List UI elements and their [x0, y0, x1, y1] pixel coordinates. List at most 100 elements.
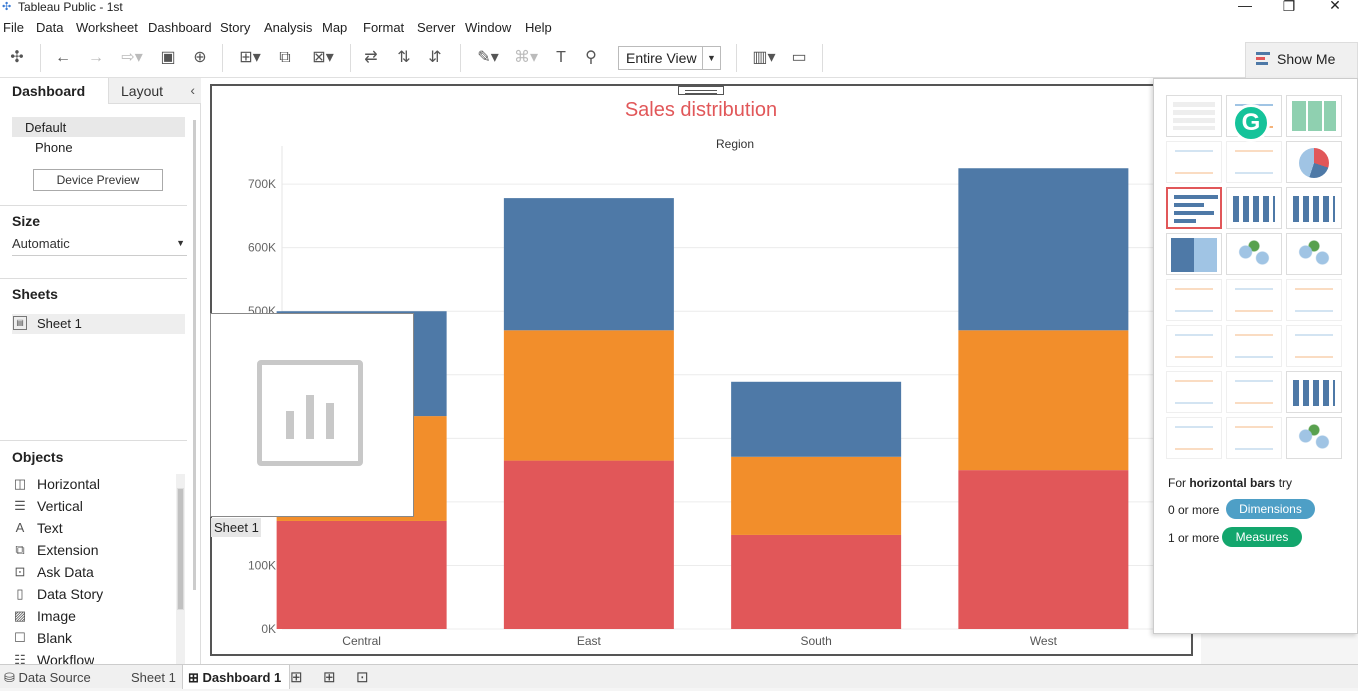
- tab-layout[interactable]: Layout: [108, 78, 201, 104]
- redo-icon[interactable]: →: [88, 49, 104, 66]
- menu-server[interactable]: Server: [417, 20, 456, 35]
- menu-story[interactable]: Story: [220, 20, 251, 35]
- menu-map[interactable]: Map: [322, 20, 348, 35]
- new-story-icon[interactable]: ⊡: [356, 669, 369, 686]
- bullet-graph-icon[interactable]: [1226, 417, 1282, 459]
- window-title: Tableau Public - 1st: [18, 0, 123, 14]
- object-text[interactable]: A Text: [12, 520, 63, 536]
- duplicate-icon[interactable]: ⧉: [279, 49, 291, 66]
- swap-icon[interactable]: ⇄: [364, 49, 378, 66]
- grammarly-icon[interactable]: G: [1232, 104, 1270, 142]
- highlight-table-icon[interactable]: [1286, 95, 1342, 137]
- new-worksheet-icon[interactable]: ⊞▾: [239, 49, 261, 66]
- side-by-side-circles-icon[interactable]: [1286, 233, 1342, 275]
- close-icon[interactable]: ✕: [1329, 0, 1341, 13]
- device-phone[interactable]: Phone: [35, 140, 73, 155]
- text-table-icon[interactable]: [1166, 95, 1222, 137]
- group-icon[interactable]: ⌘▾: [513, 49, 539, 66]
- menu-format[interactable]: Format: [363, 20, 405, 35]
- menu-help[interactable]: Help: [525, 20, 552, 35]
- bar-chart-icon: [257, 360, 363, 466]
- bar-segment: [731, 381, 902, 457]
- objects-title: Objects: [12, 449, 64, 465]
- box-whisker-icon[interactable]: [1286, 371, 1342, 413]
- sheet-label: Sheet 1: [211, 518, 261, 537]
- histogram-icon[interactable]: [1226, 371, 1282, 413]
- new-dashboard-icon[interactable]: ⊞: [323, 669, 336, 686]
- ask-data-icon: ⊡: [14, 564, 26, 579]
- menu-file[interactable]: File: [3, 20, 24, 35]
- treemap-icon[interactable]: [1166, 233, 1222, 275]
- labels-icon[interactable]: T: [556, 49, 566, 66]
- menu-analysis[interactable]: Analysis: [264, 20, 313, 35]
- presentation-icon[interactable]: ▭: [791, 49, 807, 66]
- tableau-icon[interactable]: ✣: [10, 49, 24, 66]
- symbol-map-icon[interactable]: [1166, 141, 1222, 183]
- object-vertical[interactable]: ☰ Vertical: [12, 498, 83, 514]
- objects-scrollbar[interactable]: [176, 474, 185, 664]
- undo-icon[interactable]: ←: [55, 49, 71, 66]
- object-label: Horizontal: [37, 476, 101, 492]
- device-default[interactable]: Default: [12, 117, 185, 137]
- object-data-story[interactable]: ▯ Data Story: [12, 586, 103, 602]
- chevron-down-icon[interactable]: ▼: [702, 47, 720, 69]
- horizontal-bars-icon[interactable]: [1166, 187, 1222, 229]
- device-preview-button[interactable]: Device Preview: [33, 169, 163, 191]
- sort-ascending-icon[interactable]: ⇅: [397, 49, 411, 66]
- pane-divider[interactable]: [193, 120, 196, 590]
- continuous-lines-icon[interactable]: [1166, 279, 1222, 321]
- show-cards-icon[interactable]: ▥▾: [752, 49, 776, 66]
- packed-bubbles-icon[interactable]: [1286, 417, 1342, 459]
- new-datasource-icon[interactable]: ⊕: [193, 49, 207, 66]
- minimize-icon[interactable]: —: [1238, 0, 1252, 13]
- sort-descending-icon[interactable]: ⇵: [428, 49, 442, 66]
- clear-sheet-icon[interactable]: ⊠▾: [312, 49, 334, 66]
- scrollbar-thumb[interactable]: [177, 488, 184, 610]
- sheet-tab[interactable]: Sheet 1: [131, 670, 176, 685]
- highlight-icon[interactable]: ✎▾: [477, 49, 499, 66]
- side-by-side-bars-icon[interactable]: [1286, 187, 1342, 229]
- area-continuous-icon[interactable]: [1166, 325, 1222, 367]
- object-horizontal[interactable]: ◫ Horizontal: [12, 476, 100, 492]
- gantt-icon[interactable]: [1166, 417, 1222, 459]
- menu-dashboard[interactable]: Dashboard: [148, 20, 212, 35]
- menu-worksheet[interactable]: Worksheet: [76, 20, 138, 35]
- dual-combination-icon[interactable]: [1286, 325, 1342, 367]
- save-icon[interactable]: ▣: [160, 49, 176, 66]
- pie-chart-icon[interactable]: [1286, 141, 1342, 183]
- x-tick-label: South: [800, 634, 831, 648]
- object-blank[interactable]: ☐ Blank: [12, 630, 72, 646]
- vertical-icon: ☰: [14, 498, 26, 513]
- replay-icon[interactable]: ⇨▾: [121, 49, 143, 66]
- new-worksheet-icon[interactable]: ⊞: [290, 669, 303, 686]
- discrete-lines-icon[interactable]: [1226, 279, 1282, 321]
- scatter-plot-icon[interactable]: [1166, 371, 1222, 413]
- tab-dashboard[interactable]: Dashboard: [0, 78, 108, 104]
- dashboard-tab[interactable]: ⊞ Dashboard 1: [182, 665, 291, 689]
- object-extension[interactable]: ⧉ Extension: [12, 542, 98, 558]
- menu-data[interactable]: Data: [36, 20, 64, 35]
- sheet-drag-thumbnail[interactable]: [210, 313, 414, 517]
- object-ask-data[interactable]: ⊡ Ask Data: [12, 564, 94, 580]
- maximize-icon[interactable]: ❐: [1282, 0, 1296, 14]
- area-discrete-icon[interactable]: [1226, 325, 1282, 367]
- filled-map-icon[interactable]: [1226, 141, 1282, 183]
- show-me-button[interactable]: Show Me: [1245, 42, 1358, 78]
- move-handle-icon[interactable]: [678, 86, 724, 95]
- fit-select[interactable]: Entire View ▼: [618, 46, 721, 70]
- collapse-icon[interactable]: ‹: [190, 82, 195, 98]
- dual-lines-icon[interactable]: [1286, 279, 1342, 321]
- show-me-icon: [1256, 52, 1270, 66]
- data-source-tab[interactable]: ⛁ Data Source: [4, 665, 91, 689]
- object-workflow[interactable]: ☷ Workflow: [12, 652, 94, 664]
- dashboard-pane: Dashboard Layout ‹ Default Phone Device …: [0, 78, 201, 664]
- sheet-item[interactable]: ▤ Sheet 1: [12, 314, 185, 334]
- menu-window[interactable]: Window: [465, 20, 512, 35]
- stacked-bars-icon[interactable]: [1226, 187, 1282, 229]
- object-image[interactable]: ▨ Image: [12, 608, 76, 624]
- x-tick-label: Central: [342, 634, 381, 648]
- circle-views-icon[interactable]: [1226, 233, 1282, 275]
- x-tick-label: East: [577, 634, 602, 648]
- pin-icon[interactable]: ⚲: [585, 49, 597, 66]
- size-select[interactable]: Automatic ▼: [12, 236, 187, 256]
